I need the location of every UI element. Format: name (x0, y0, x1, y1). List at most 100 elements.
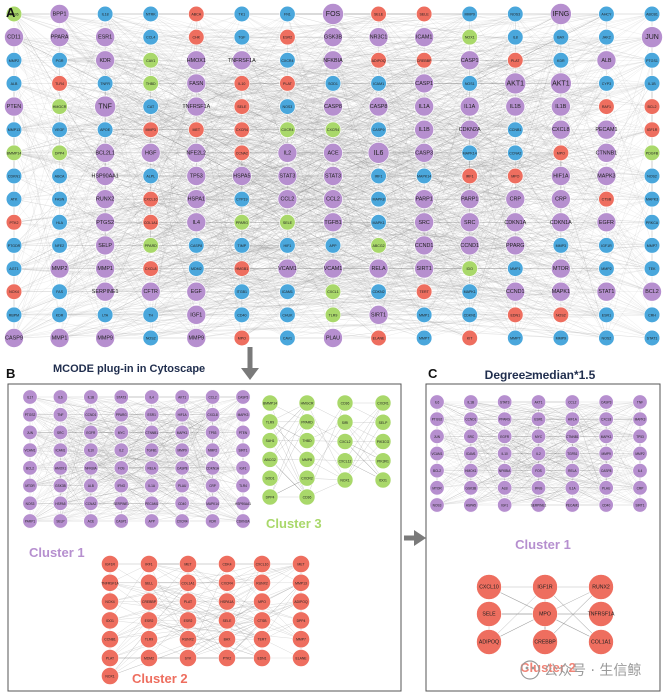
gene-node-label: SIRT1 (417, 266, 432, 272)
network-edge (241, 152, 607, 316)
network-edge (424, 36, 653, 223)
network-edge (332, 245, 379, 292)
network-edge (196, 152, 334, 223)
gene-node-label: MMP9 (556, 337, 566, 341)
network-edge (105, 60, 334, 130)
gene-node-label: GSK3B (324, 35, 342, 41)
gene-node-label: TNFRSF1A (182, 104, 210, 110)
gene-node-label: PARP1 (25, 520, 35, 524)
network-edge (13, 60, 151, 130)
network-edge (105, 106, 470, 223)
gene-node-ptk2: PTK2 (218, 649, 236, 667)
network-edge (59, 83, 561, 200)
gene-node-label: CCL2 (208, 396, 216, 400)
network-edge (59, 175, 197, 269)
gene-node-label: NOS2 (602, 337, 612, 341)
network-edge (59, 60, 470, 154)
gene-node-mmp9: MMP9 (186, 328, 207, 348)
gene-node-label: TNFR (100, 82, 110, 86)
gene-node-label: PLAT (106, 657, 114, 661)
gene-node-label: ABCG2 (264, 458, 276, 462)
gene-node-label: MMP9 (97, 336, 113, 342)
gene-node-esr1: ESR1 (95, 27, 115, 47)
gene-node-label: ABCA (191, 13, 201, 17)
network-edge (515, 106, 653, 269)
gene-node-il1a: IL1A (564, 480, 580, 496)
gene-node-gsk3b: GSK3B (52, 478, 68, 494)
network-edge (241, 60, 516, 130)
network-edge (150, 83, 334, 246)
network-edge (105, 106, 607, 200)
gene-node-il4: IL4 (632, 463, 648, 479)
network-edge (13, 268, 607, 339)
network-edge (150, 106, 288, 246)
gene-node-myc: MYC (113, 424, 129, 440)
gene-node-runx2: RUNX2 (179, 630, 197, 649)
network-edge (150, 83, 653, 154)
network-edge (105, 60, 470, 177)
gene-node-icam1: ICAM1 (463, 445, 479, 461)
gene-node-label: SYK (185, 657, 193, 661)
network-edge (269, 402, 308, 460)
gene-node-icam1: ICAM1 (279, 283, 296, 300)
network-edge (469, 106, 516, 153)
gene-node-label: AGT1 (9, 267, 18, 271)
gene-node-mapk1: MAPK1 (551, 281, 571, 302)
network-edge (13, 60, 516, 292)
gene-node-mmp2: MMP2 (49, 258, 70, 279)
gene-node-irf1: IRF1 (370, 167, 387, 185)
network-edge (196, 60, 334, 107)
network-edge (13, 152, 607, 246)
gene-node-mmp9: MMP9 (174, 442, 190, 458)
network-edge (150, 175, 653, 269)
panel-a-letter: A (6, 5, 16, 20)
network-edge (13, 199, 106, 315)
network-edge (424, 314, 516, 339)
gene-node-label: PTEN (7, 104, 21, 110)
gene-node-label: IFNG (117, 484, 125, 488)
network-edge (287, 37, 334, 292)
network-edge (287, 106, 334, 315)
gene-node-label: NOX4 (9, 290, 19, 294)
gene-node-label: MAPK3 (635, 418, 646, 422)
gene-node-ido1: IDO1 (101, 611, 119, 630)
network-edge (196, 129, 561, 200)
network-edge (196, 198, 516, 292)
network-edge (150, 106, 653, 339)
gene-node-mapk8: MAPK8 (370, 191, 387, 208)
gene-node-ccl2: CCL2 (205, 389, 221, 405)
gene-node-ccnb1: CCNB1 (101, 630, 119, 649)
gene-node-label: MAPK14 (463, 151, 477, 155)
gene-node-cxcl10: CXCL10 (476, 574, 502, 600)
gene-node-label: MPO (258, 600, 266, 604)
network-edge (105, 245, 516, 339)
network-edge (378, 13, 425, 84)
gene-node-label: IDO (467, 267, 474, 271)
network-edge (469, 152, 516, 246)
gene-node-ctnnb1: CTNNB1 (144, 424, 160, 440)
gene-node-ccl2: CCL2 (323, 189, 343, 209)
network-edge (59, 83, 470, 246)
network-edge (105, 83, 607, 292)
panel-b-cluster1-label: Cluster 1 (29, 545, 85, 560)
gene-node-label: EGFR (599, 220, 614, 226)
network-edge (378, 106, 516, 223)
network-edge (241, 175, 425, 339)
network-edge (13, 175, 242, 292)
gene-node-adipoq: ADIPOQ (370, 52, 387, 69)
network-edge (13, 129, 151, 177)
gene-node-crp: CRP (505, 189, 526, 209)
network-edge (105, 13, 561, 223)
gene-node-label: RUNX2 (182, 638, 194, 642)
network-edge (105, 13, 516, 339)
gene-node-ifng: IFNG (550, 3, 572, 25)
gene-node-mmp3: MMP3 (142, 121, 159, 138)
gene-node-label: MAPK1 (372, 221, 384, 225)
gene-node-cd36: CD36 (336, 394, 354, 412)
network-edge (13, 152, 653, 316)
gene-node-label: HSP90AA1 (235, 502, 251, 506)
network-edge (109, 582, 228, 602)
network-edge (196, 36, 653, 107)
network-edge (469, 129, 516, 292)
gene-node-ifng: IFNG (530, 480, 546, 496)
